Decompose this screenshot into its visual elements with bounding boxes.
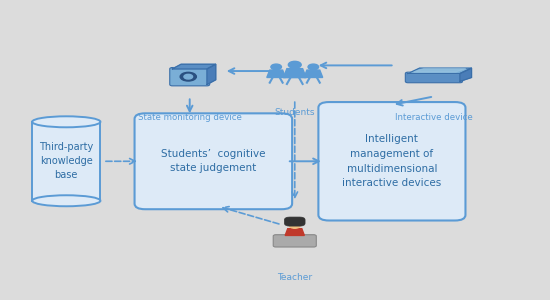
- Polygon shape: [267, 70, 285, 77]
- Text: Intelligent
management of
multidimensional
interactive devices: Intelligent management of multidimension…: [342, 134, 442, 188]
- Polygon shape: [172, 64, 216, 69]
- Polygon shape: [285, 229, 304, 236]
- FancyBboxPatch shape: [284, 217, 305, 226]
- FancyBboxPatch shape: [318, 102, 465, 220]
- Circle shape: [180, 72, 196, 81]
- Circle shape: [308, 64, 318, 70]
- Text: Interactive device: Interactive device: [395, 113, 473, 122]
- Text: Students: Students: [274, 108, 315, 117]
- Polygon shape: [408, 68, 471, 74]
- Bar: [32, 122, 101, 201]
- FancyBboxPatch shape: [170, 68, 210, 86]
- Polygon shape: [414, 69, 466, 72]
- Text: Teacher: Teacher: [277, 273, 312, 282]
- Polygon shape: [304, 70, 323, 77]
- Polygon shape: [283, 69, 306, 78]
- Text: State monitoring device: State monitoring device: [138, 113, 241, 122]
- Polygon shape: [460, 68, 471, 81]
- Text: Third-party
knowledge
base: Third-party knowledge base: [39, 142, 94, 180]
- Circle shape: [288, 61, 301, 68]
- FancyBboxPatch shape: [273, 235, 316, 247]
- Circle shape: [289, 222, 300, 228]
- Ellipse shape: [32, 116, 101, 127]
- FancyBboxPatch shape: [135, 113, 292, 209]
- FancyBboxPatch shape: [405, 72, 463, 83]
- Circle shape: [271, 64, 282, 70]
- Text: Students’  cognitive
state judgement: Students’ cognitive state judgement: [161, 149, 266, 173]
- Circle shape: [184, 74, 192, 79]
- Ellipse shape: [32, 195, 101, 206]
- Polygon shape: [207, 64, 216, 84]
